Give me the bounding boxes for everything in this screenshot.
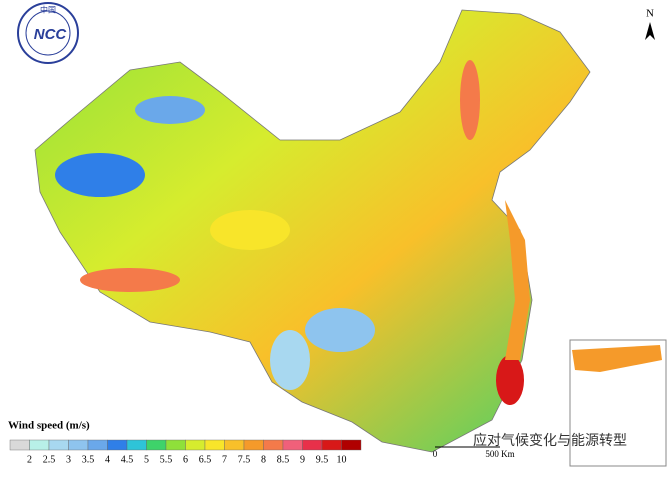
legend-title: Wind speed (m/s) <box>8 420 90 432</box>
legend-label: 6 <box>183 454 188 465</box>
legend-label: 8.5 <box>277 454 290 465</box>
legend-swatch <box>243 439 264 451</box>
north-arrow: N <box>645 8 655 40</box>
scale-end: 500 Km <box>485 449 514 459</box>
legend-label: 9.5 <box>316 454 329 465</box>
legend-swatch <box>263 439 284 451</box>
legend-swatch <box>126 439 147 451</box>
legend-label: 8 <box>261 454 266 465</box>
legend-label: 10 <box>337 454 347 465</box>
legend-swatch <box>321 439 342 451</box>
legend-label: 7.5 <box>238 454 251 465</box>
legend-label: 5.5 <box>160 454 173 465</box>
scale-start: 0 <box>433 449 438 459</box>
legend-label: 7 <box>222 454 227 465</box>
legend-swatch <box>204 439 225 451</box>
legend-swatch <box>107 439 128 451</box>
legend-swatch <box>146 439 167 451</box>
inset-map <box>569 339 667 467</box>
watermark: 应对气候变化与能源转型 <box>473 432 627 449</box>
legend-swatch <box>165 439 186 451</box>
legend-label: 4 <box>105 454 110 465</box>
legend-label: 3 <box>66 454 71 465</box>
scale-bar: 0 500 Km <box>433 446 515 459</box>
legend-swatch <box>29 439 50 451</box>
north-label: N <box>646 8 654 20</box>
legend-label: 2.5 <box>43 454 56 465</box>
legend-swatch <box>185 439 206 451</box>
legend-swatch <box>87 439 108 451</box>
legend-swatch <box>302 439 323 451</box>
legend-swatch <box>282 439 303 451</box>
legend-swatch <box>341 439 362 451</box>
legend-label: 9 <box>300 454 305 465</box>
legend-swatch <box>224 439 245 451</box>
legend: Wind speed (m/s) 2 2.5 3 3.5 4 4.5 5 5.5 6 6.5 7 7.… <box>8 420 362 465</box>
legend-swatch <box>68 439 89 451</box>
legend-label: 5 <box>144 454 149 465</box>
legend-swatch <box>48 439 69 451</box>
legend-label: 4.5 <box>121 454 134 465</box>
country-map <box>34 9 591 453</box>
legend-swatch <box>9 439 30 451</box>
logo-acronym: NCC <box>34 26 68 43</box>
legend-label: 6.5 <box>199 454 212 465</box>
logo: 中国 NCC <box>17 2 79 64</box>
legend-label: 2 <box>27 454 32 465</box>
logo-country: 中国 <box>40 5 56 15</box>
legend-label: 3.5 <box>82 454 95 465</box>
